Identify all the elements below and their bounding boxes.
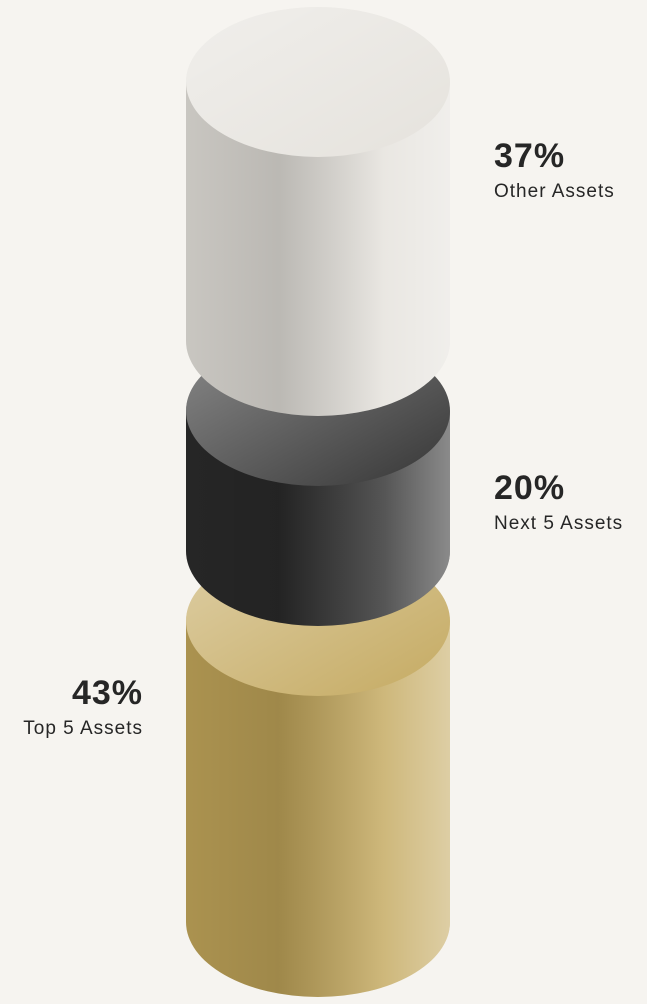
value-label: 37% [494,137,565,175]
segment-top-shade [186,7,450,157]
chart: 37% Other Assets 20% Next 5 Assets 43% Top 5 … [0,0,647,1004]
category-label: Other Assets [494,181,615,202]
category-label: Next 5 Assets [494,513,623,534]
value-label: 43% [72,674,143,712]
value-label: 20% [494,469,565,507]
cylinder [186,7,450,997]
page: 37% Other Assets 20% Next 5 Assets 43% Top 5 … [0,0,647,1004]
category-label: Top 5 Assets [23,718,143,739]
